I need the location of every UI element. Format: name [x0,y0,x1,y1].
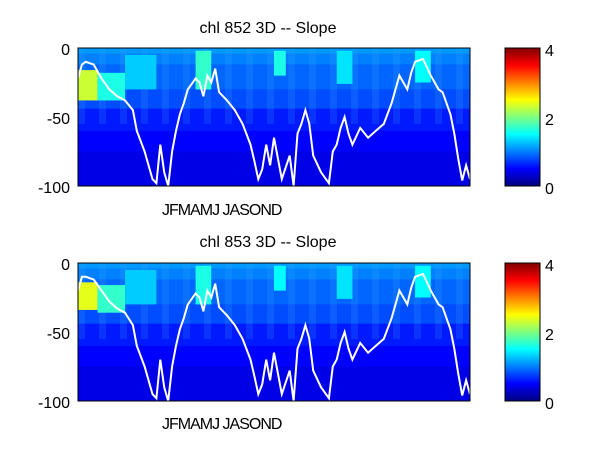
series-line [77,272,471,402]
heat-column [435,263,442,339]
heat-hotspot [415,50,431,83]
heat-column [351,48,358,124]
colorbar-tick-0-853: 0 [545,396,554,413]
plot-frame-853 [77,262,471,402]
mixed-layer-line-852 [77,57,471,187]
heat-column [288,263,295,339]
heat-column [183,263,190,339]
heat-column [225,263,232,339]
heat-column [435,48,442,124]
heat-column [246,263,253,339]
heat-column [456,263,463,339]
heat-column [372,48,379,124]
colorbar-tick-2-852: 2 [545,112,554,129]
heat-column [288,48,295,124]
heat-column [372,263,379,339]
heat-band [78,151,470,186]
heat-column [351,263,358,339]
chart-title-852: chl 852 3D -- Slope [200,20,337,37]
heat-hotspot [195,50,212,90]
heat-hotspot [97,72,126,101]
heatmap-853 [78,263,470,401]
heat-column [414,48,421,124]
heat-band [78,366,470,401]
heat-hotspot [97,285,126,313]
y-tick-50-853: -50 [47,326,70,343]
panel-853: chl 853 3D -- Slope 0 -50 -100 JFMAMJ JA… [38,234,554,433]
heat-column [267,263,274,339]
heat-hotspot [125,269,157,305]
heat-band [78,323,470,346]
colorbar-853 [504,262,541,402]
colorbar-852 [504,47,541,187]
heat-column [414,263,421,339]
heat-column [309,48,316,124]
series-line [77,57,471,187]
colorbar-tick-2-853: 2 [545,327,554,344]
colorbar-tick-4-852: 4 [545,43,554,60]
heat-column [162,263,169,339]
heat-hotspot [78,70,98,101]
heat-column [246,48,253,124]
y-tick-0-852: 0 [61,42,70,59]
mixed-layer-line-853 [77,272,471,402]
heat-column [330,48,337,124]
x-axis-label-853: JFMAMJ JASOND [162,416,282,433]
heat-column [330,263,337,339]
heat-band [78,89,470,109]
chart-title-853: chl 853 3D -- Slope [200,234,337,251]
heat-hotspot [274,50,286,76]
panel-852: chl 852 3D -- Slope 0 -50 -100 JFMAMJ JA… [38,20,554,219]
colorbar-tick-0-852: 0 [545,181,554,198]
y-tick-50-852: -50 [47,111,70,128]
heat-band [78,108,470,131]
heat-hotspot [195,265,212,305]
heat-column [267,48,274,124]
heat-hotspot [125,54,157,90]
y-tick-100-852: -100 [38,180,70,197]
heat-column [309,263,316,339]
colorbar-tick-4-853: 4 [545,258,554,275]
heat-hotspot [336,265,353,299]
heatmap-852 [78,48,470,186]
heat-band [78,304,470,324]
heat-hotspot [274,265,286,291]
heat-column [183,48,190,124]
heat-column [456,48,463,124]
heat-hotspot [336,50,353,84]
heat-hotspot [415,265,431,298]
heat-hotspot [78,282,98,310]
heat-column [162,48,169,124]
y-tick-0-853: 0 [61,257,70,274]
y-tick-100-853: -100 [38,395,70,412]
heat-column [225,48,232,124]
plot-frame-852 [77,47,471,187]
x-axis-label-852: JFMAMJ JASOND [162,202,282,219]
